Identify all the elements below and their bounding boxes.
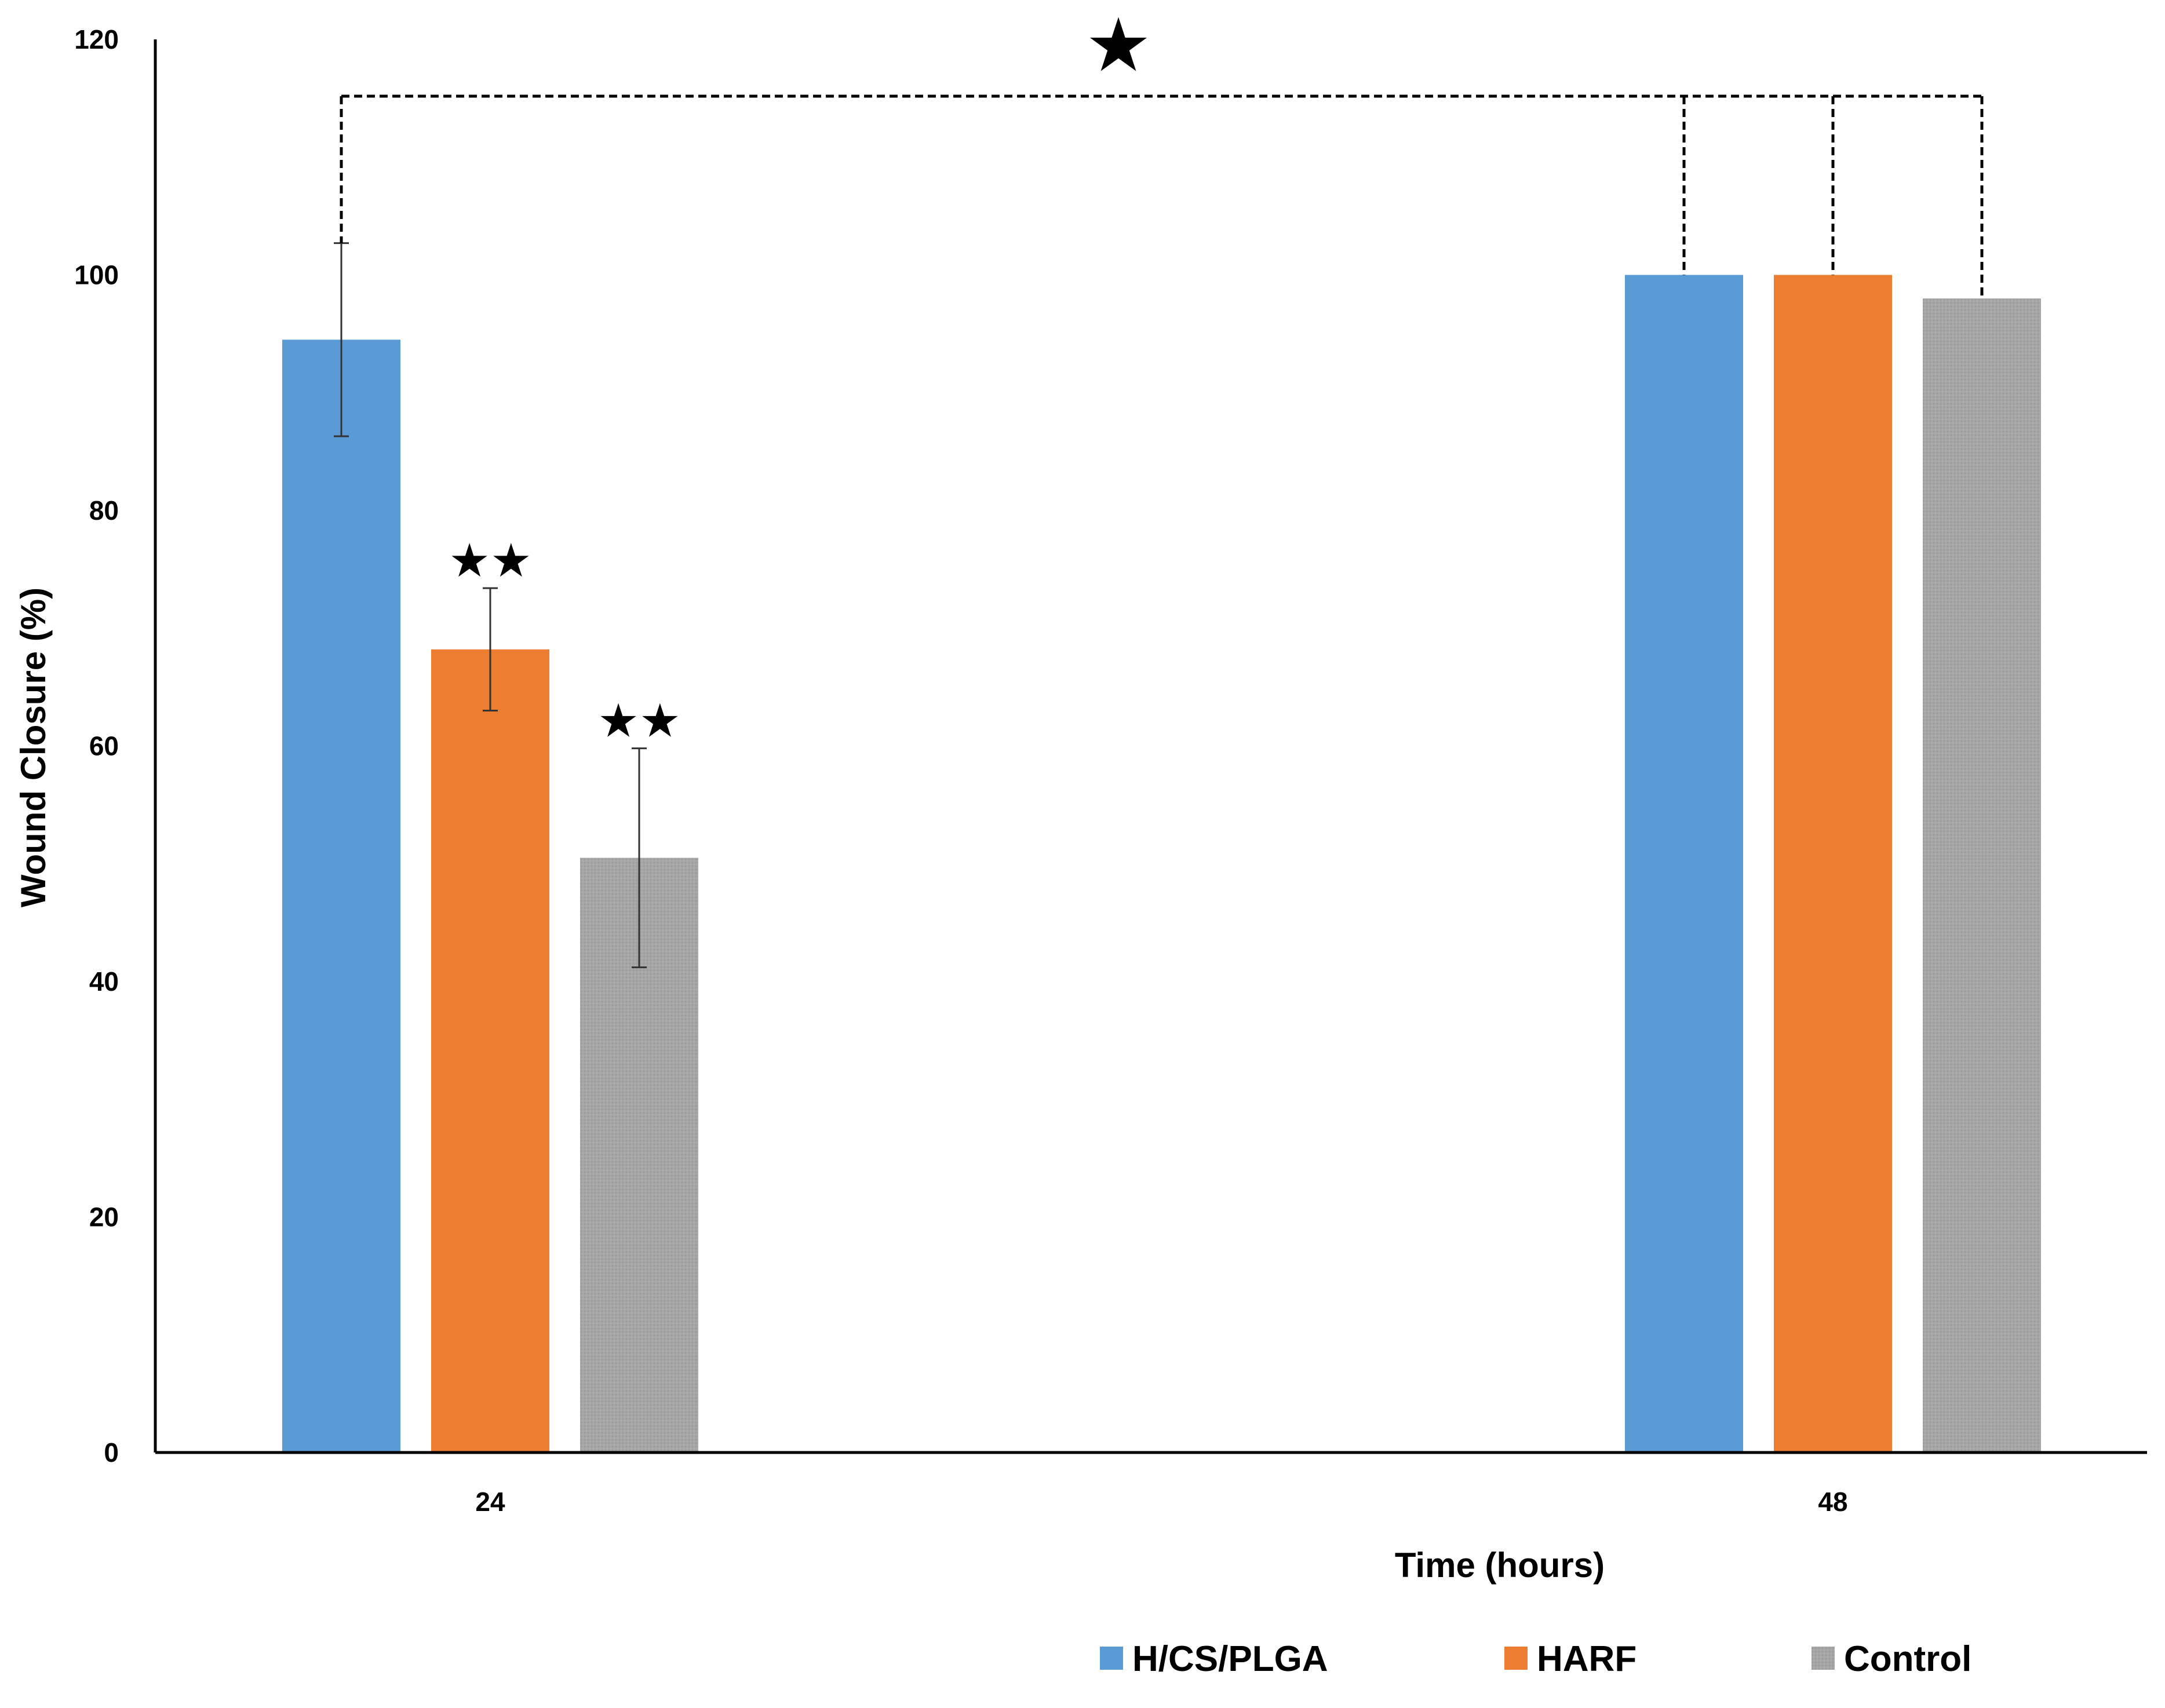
- significance-stars: ★★: [449, 534, 531, 587]
- axes: 0 20 40 60 80 100 120 24 48: [74, 24, 2147, 1517]
- bar-HARF-48: [1774, 275, 1892, 1452]
- legend-swatch-H/CS/PLGA: [1100, 1647, 1123, 1670]
- y-tick-label: 80: [89, 495, 119, 525]
- y-tick-label: 40: [89, 966, 119, 997]
- bar-Control-48: [1923, 298, 2041, 1452]
- y-axis-title: Wound Closure (%): [14, 587, 53, 907]
- bar-H/CS/PLGA-24: [282, 340, 400, 1452]
- bars-layer: [282, 275, 2041, 1452]
- legend-label: Control: [1844, 1639, 1971, 1679]
- x-tick-label: 48: [1818, 1487, 1847, 1517]
- error-bars-layer: [334, 242, 647, 969]
- y-tick-label: 120: [74, 24, 119, 54]
- legend-label: HARF: [1537, 1639, 1636, 1679]
- legend: H/CS/PLGA HARF Control: [1100, 1639, 1971, 1679]
- y-tick-label: 60: [89, 731, 119, 761]
- significance-stars: ★★: [597, 694, 680, 748]
- y-tick-label: 20: [89, 1202, 119, 1232]
- axis-labels: ★★ ★★ Time (hours) Wound Closure (%): [14, 534, 1605, 1585]
- y-tick-label: 100: [74, 260, 119, 290]
- bracket-star: ★: [1085, 2, 1152, 89]
- x-axis-title: Time (hours): [1395, 1546, 1605, 1585]
- bar-HARF-24: [431, 649, 549, 1452]
- x-tick-label: 24: [475, 1487, 505, 1517]
- legend-swatch-Control: [1812, 1647, 1835, 1670]
- significance-bracket: ★: [340, 2, 1984, 299]
- legend-swatch-HARF: [1504, 1647, 1528, 1670]
- legend-label: H/CS/PLGA: [1132, 1639, 1328, 1679]
- y-tick-label: 0: [104, 1437, 119, 1468]
- bar-H/CS/PLGA-48: [1625, 275, 1743, 1452]
